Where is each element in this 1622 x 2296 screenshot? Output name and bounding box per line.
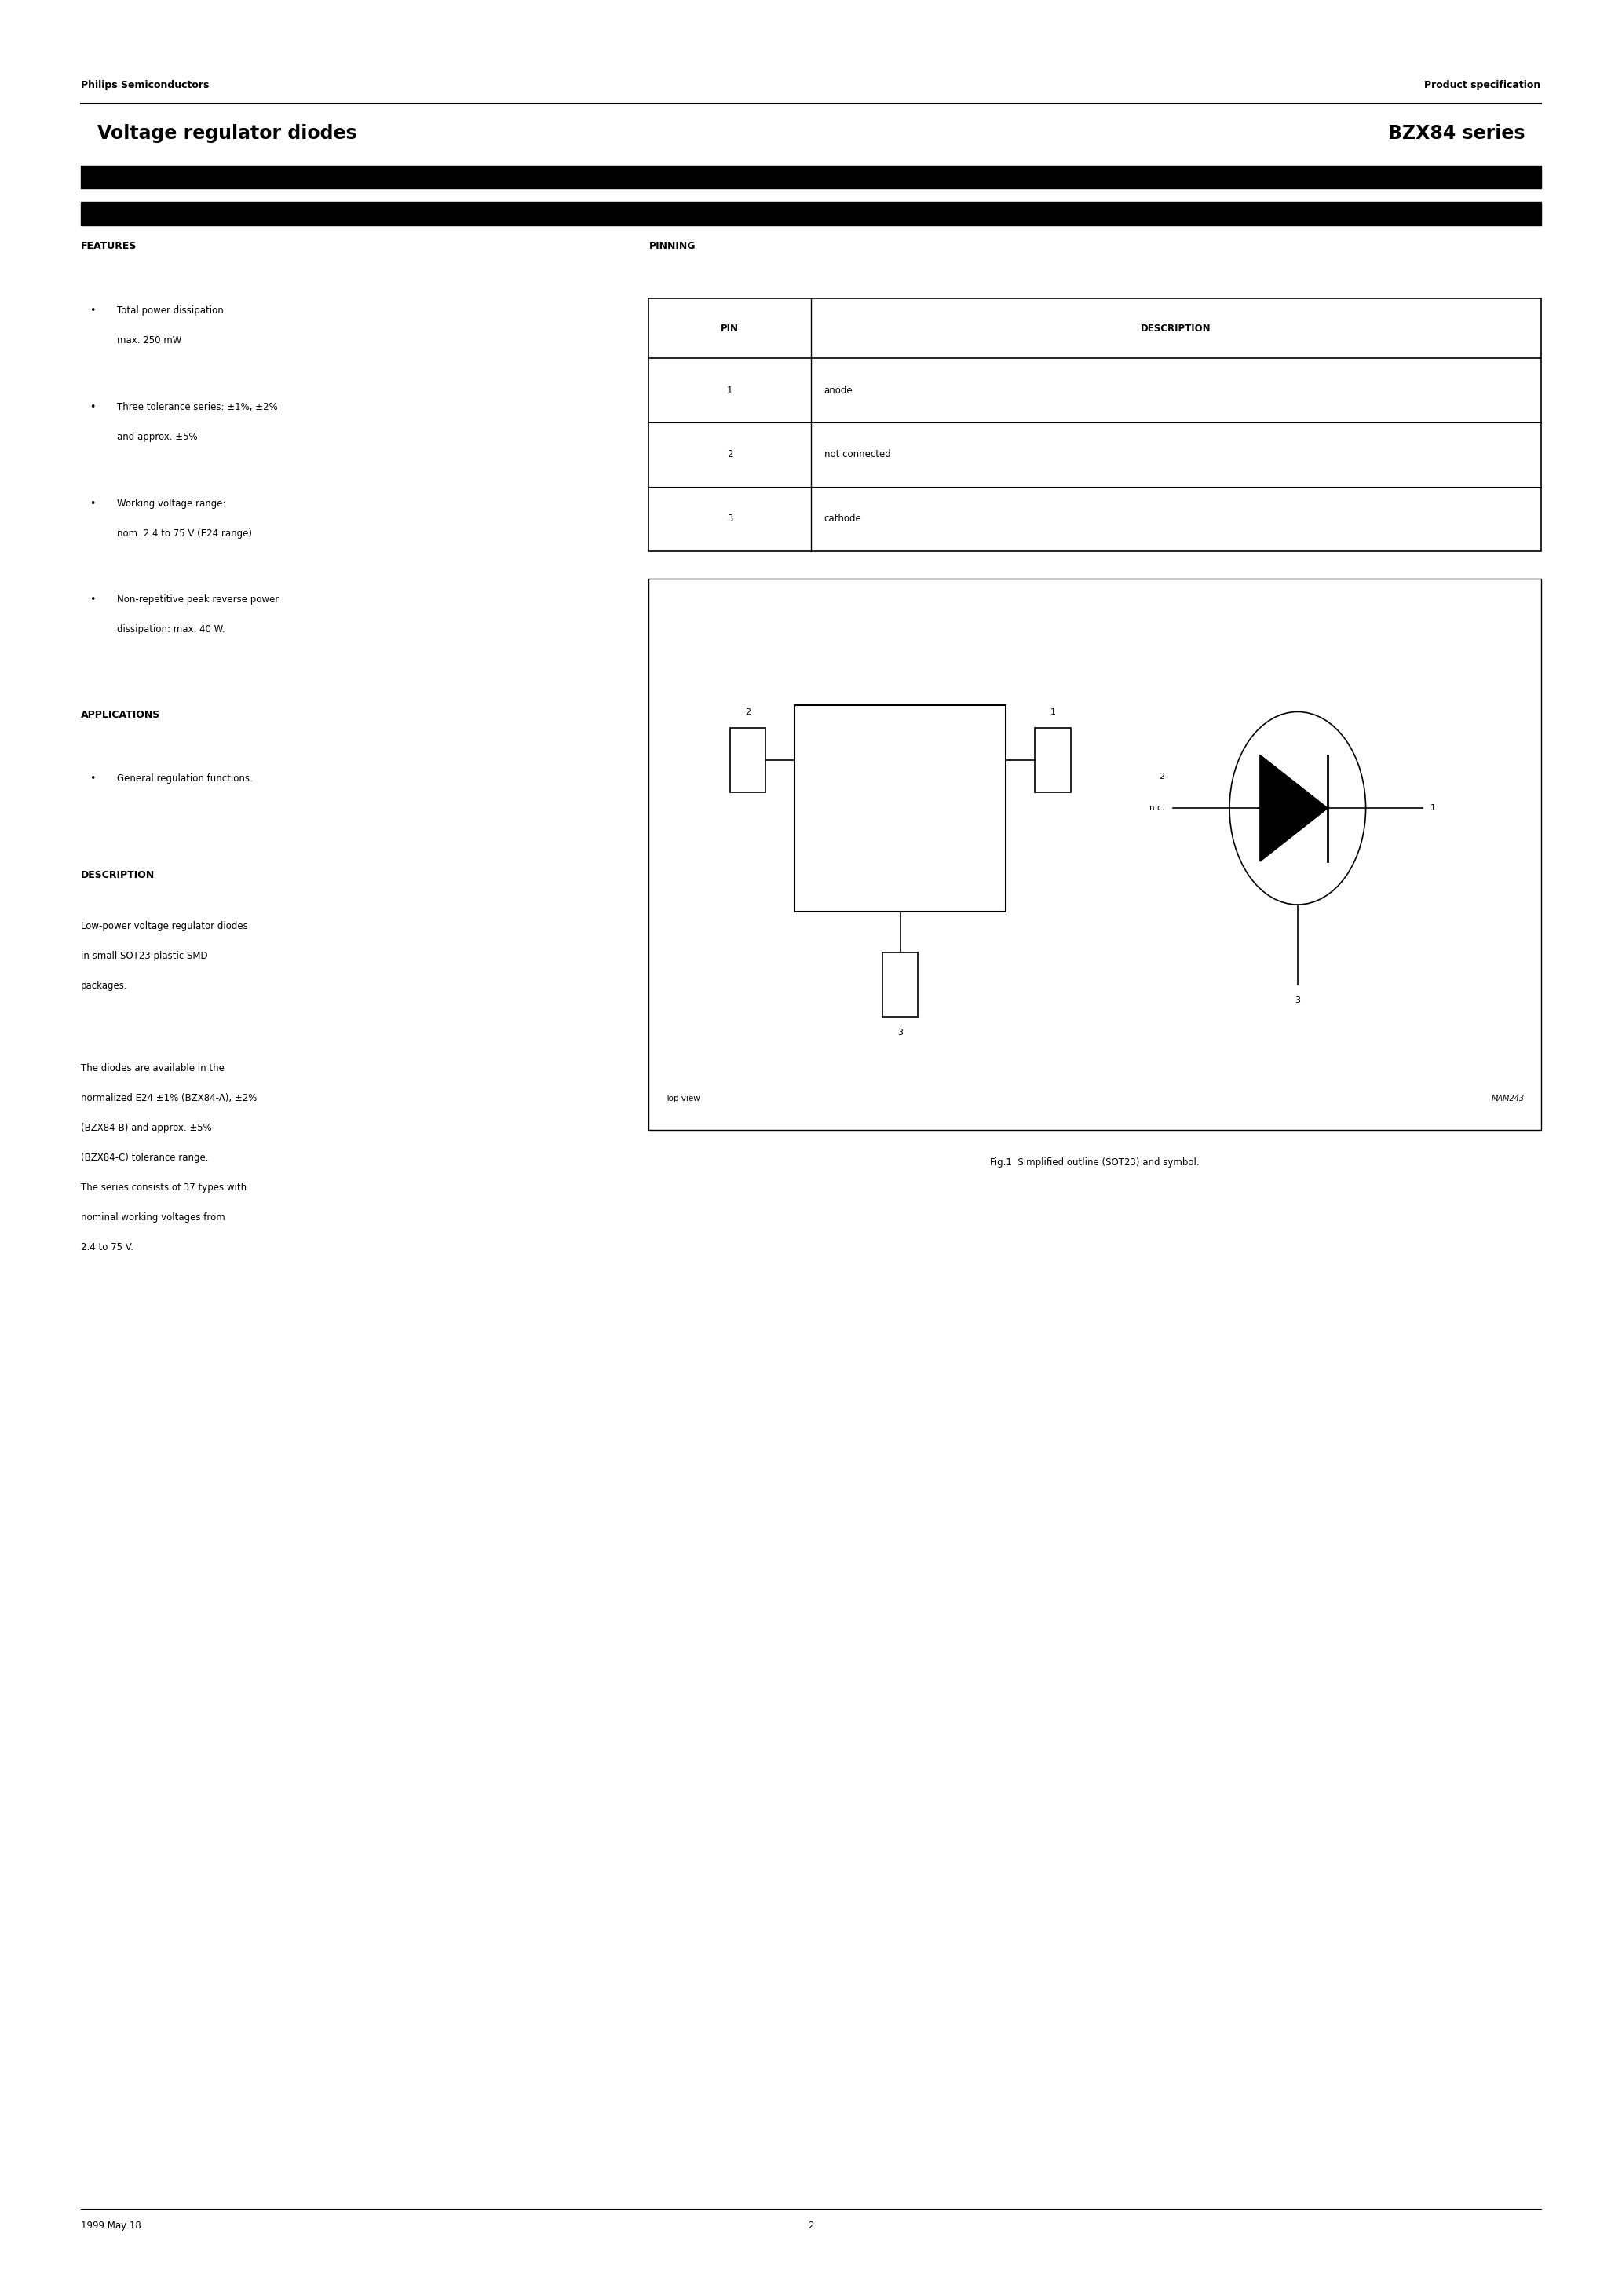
Text: Top view: Top view <box>665 1095 701 1102</box>
Text: Voltage regulator diodes: Voltage regulator diodes <box>97 124 357 142</box>
Text: FEATURES: FEATURES <box>81 241 138 250</box>
Bar <box>882 953 918 1017</box>
Text: (BZX84-B) and approx. ±5%: (BZX84-B) and approx. ±5% <box>81 1123 212 1132</box>
Text: 1: 1 <box>727 386 733 395</box>
Text: BZX84 series: BZX84 series <box>1388 124 1525 142</box>
Text: 3: 3 <box>897 1029 903 1035</box>
Text: 2: 2 <box>808 2220 814 2229</box>
Text: Three tolerance series: ±1%, ±2%: Three tolerance series: ±1%, ±2% <box>117 402 277 411</box>
Text: packages.: packages. <box>81 980 128 990</box>
Text: The series consists of 37 types with: The series consists of 37 types with <box>81 1182 247 1192</box>
Text: 2: 2 <box>744 709 751 716</box>
Text: 1: 1 <box>1431 804 1435 813</box>
Text: 3: 3 <box>727 514 733 523</box>
Text: Total power dissipation:: Total power dissipation: <box>117 305 227 315</box>
Text: Fig.1  Simplified outline (SOT23) and symbol.: Fig.1 Simplified outline (SOT23) and sym… <box>989 1157 1200 1166</box>
Text: •: • <box>89 305 96 315</box>
Text: Low-power voltage regulator diodes: Low-power voltage regulator diodes <box>81 921 248 930</box>
Text: •: • <box>89 774 96 783</box>
Polygon shape <box>1260 755 1327 861</box>
Text: APPLICATIONS: APPLICATIONS <box>81 709 161 719</box>
Text: General regulation functions.: General regulation functions. <box>117 774 253 783</box>
Text: anode: anode <box>824 386 853 395</box>
Text: in small SOT23 plastic SMD: in small SOT23 plastic SMD <box>81 951 208 960</box>
Text: PIN: PIN <box>720 324 740 333</box>
Text: DESCRIPTION: DESCRIPTION <box>81 870 156 879</box>
Text: •: • <box>89 498 96 507</box>
Bar <box>81 202 1541 225</box>
Text: 1999 May 18: 1999 May 18 <box>81 2220 141 2229</box>
Text: •: • <box>89 595 96 604</box>
Bar <box>649 298 1541 551</box>
Text: 2: 2 <box>727 450 733 459</box>
Text: 3: 3 <box>1294 996 1301 1003</box>
Text: dissipation: max. 40 W.: dissipation: max. 40 W. <box>117 625 225 634</box>
Text: 2: 2 <box>1160 774 1165 781</box>
Text: Product specification: Product specification <box>1424 80 1541 90</box>
Text: Philips Semiconductors: Philips Semiconductors <box>81 80 209 90</box>
Text: The diodes are available in the: The diodes are available in the <box>81 1063 225 1072</box>
Text: 2.4 to 75 V.: 2.4 to 75 V. <box>81 1242 133 1251</box>
Bar <box>795 705 1006 912</box>
Bar <box>649 579 1541 1130</box>
Text: (BZX84-C) tolerance range.: (BZX84-C) tolerance range. <box>81 1153 209 1162</box>
Text: nominal working voltages from: nominal working voltages from <box>81 1212 225 1221</box>
Text: PINNING: PINNING <box>649 241 696 250</box>
Text: DESCRIPTION: DESCRIPTION <box>1140 324 1212 333</box>
Text: Non-repetitive peak reverse power: Non-repetitive peak reverse power <box>117 595 279 604</box>
Text: Working voltage range:: Working voltage range: <box>117 498 225 507</box>
Text: max. 250 mW: max. 250 mW <box>117 335 182 344</box>
Text: 1: 1 <box>1049 709 1056 716</box>
Text: normalized E24 ±1% (BZX84-A), ±2%: normalized E24 ±1% (BZX84-A), ±2% <box>81 1093 258 1102</box>
Bar <box>1035 728 1071 792</box>
Bar <box>730 728 766 792</box>
Text: cathode: cathode <box>824 514 861 523</box>
Text: MAM243: MAM243 <box>1492 1095 1525 1102</box>
Text: and approx. ±5%: and approx. ±5% <box>117 432 198 441</box>
Bar <box>81 165 1541 188</box>
Text: n.c.: n.c. <box>1150 804 1165 813</box>
Text: nom. 2.4 to 75 V (E24 range): nom. 2.4 to 75 V (E24 range) <box>117 528 251 537</box>
Text: not connected: not connected <box>824 450 890 459</box>
Text: •: • <box>89 402 96 411</box>
